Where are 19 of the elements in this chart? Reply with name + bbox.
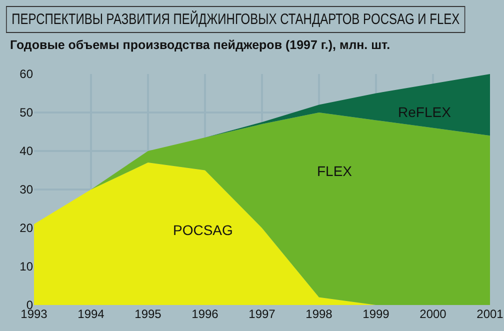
x-tick-label: 1998: [306, 307, 333, 321]
y-tick-label: 30: [20, 182, 34, 197]
x-tick-label: 1999: [362, 307, 390, 321]
y-tick-label: 10: [20, 260, 34, 274]
y-tick-label: 40: [20, 144, 34, 158]
series-label: FLEX: [317, 163, 353, 179]
x-tick-label: 2000: [420, 307, 447, 321]
x-tick-label: 1995: [134, 307, 162, 321]
chart-title: ПЕРСПЕКТИВЫ РАЗВИТИЯ ПЕЙДЖИНГОВЫХ СТАНДАРТОВ POCSAG И FLEX: [6, 6, 466, 33]
y-tick-label: 60: [20, 67, 34, 82]
series-label: ReFLEX: [398, 104, 452, 120]
x-tick-label: 1997: [248, 307, 276, 321]
y-tick-label: 20: [20, 221, 34, 236]
series-label: POCSAG: [173, 222, 233, 238]
y-tick-label: 50: [20, 106, 34, 120]
chart-subtitle: Годовые объемы производства пейджеров (1997 г.), млн. шт.: [10, 38, 392, 53]
x-tick-label: 1996: [192, 307, 219, 321]
x-tick-label: 2001: [476, 307, 504, 321]
x-tick-label: 1994: [78, 307, 105, 321]
